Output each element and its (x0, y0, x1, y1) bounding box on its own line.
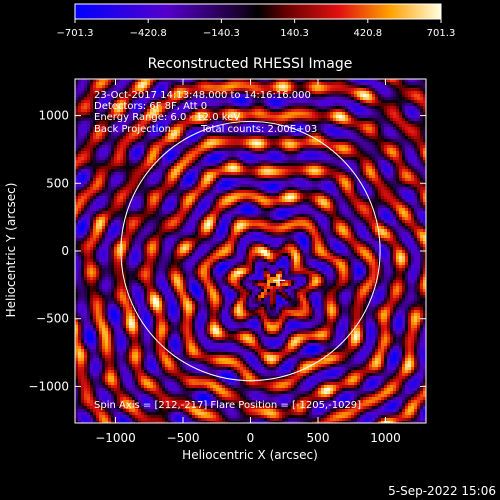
colorbar-tick-label: 420.8 (353, 28, 382, 39)
chart-title: Reconstructed RHESSI Image (148, 56, 353, 72)
colorbar-tick-label: 140.3 (280, 28, 309, 39)
x-axis-label: Heliocentric X (arcsec) (182, 448, 318, 462)
annotation-method: Back Projection (94, 124, 171, 135)
y-tick-label: 1000 (38, 109, 69, 123)
spin-axis-marker (273, 274, 286, 287)
colorbar-tick-label: −701.3 (56, 28, 93, 39)
annotation-time: 23-Oct-2017 14:13:48.000 to 14:16:16.000 (94, 90, 311, 101)
colorbar-tick-label: −140.3 (203, 28, 240, 39)
x-tick-label: 1000 (370, 431, 401, 445)
heatmap-cells (75, 79, 426, 423)
axis-ticks: −1000 −500 0 500 1000 −1000 −500 0 500 1000 (28, 79, 426, 445)
annotation-detectors: Detectors: 6F 8F, Att 0 (94, 101, 207, 112)
x-tick-label: 0 (247, 431, 255, 445)
annotation-footer: Spin Axis = [212,-217] Flare Position = … (94, 400, 361, 411)
colorbar (74, 3, 442, 20)
y-axis-label: Heliocentric Y (arcsec) (4, 183, 18, 318)
colorbar-tick-label: −420.8 (130, 28, 167, 39)
colorbar-tick-label: 701.3 (427, 28, 456, 39)
y-tick-label: 0 (61, 244, 69, 258)
x-tick-label: −500 (167, 431, 200, 445)
y-tick-label: −1000 (28, 379, 69, 393)
solar-disk-outline (120, 120, 381, 382)
annotation-energy: Energy Range: 6.0 - 12.0 keV (94, 112, 240, 123)
timestamp: 5-Sep-2022 15:06 (388, 484, 496, 498)
x-tick-label: −1000 (95, 431, 136, 445)
y-tick-label: −500 (36, 312, 69, 326)
x-tick-label: 500 (307, 431, 330, 445)
colorbar-ticks: −701.3 −420.8 −140.3 140.3 420.8 701.3 (56, 19, 455, 39)
y-tick-label: 500 (46, 176, 69, 190)
annotation-counts: Total counts: 2.00E+03 (200, 124, 317, 135)
